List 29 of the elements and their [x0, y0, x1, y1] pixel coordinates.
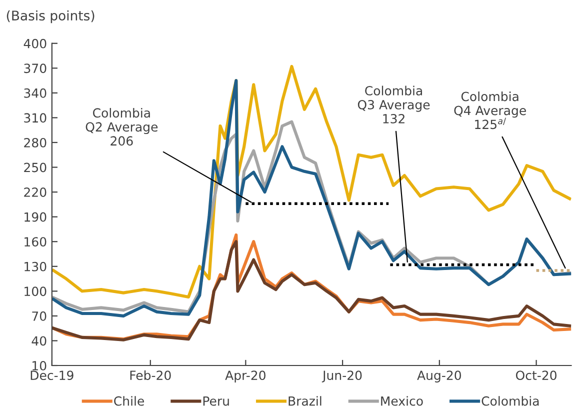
y-tick-label: 160 [24, 237, 46, 247]
y-tick-label: 340 [24, 88, 46, 98]
y-tick-label: 10 [32, 360, 46, 370]
y-tick-label: 250 [24, 162, 46, 172]
annotation: Colombia Q3 Average 132 [358, 86, 430, 124]
x-tick-label: Jun-20 [322, 370, 362, 382]
legend-label: Colombia [482, 396, 539, 406]
y-tick-label: 370 [24, 64, 46, 74]
legend-label: Chile [114, 396, 144, 406]
x-tick-label: Apr-20 [225, 370, 266, 382]
y-tick-label: 40 [32, 336, 46, 346]
annotation: Colombia Q4 Average 125$^{a/}$ [454, 92, 526, 130]
x-tick-label: Feb-20 [130, 370, 171, 380]
x-tick-label: Aug-20 [417, 370, 461, 382]
y-tick-label: 400 [24, 38, 46, 48]
y-tick-label: 310 [24, 113, 46, 123]
y-tick-label: 130 [24, 262, 46, 272]
y-tick-label: 190 [24, 212, 46, 222]
annotation: Colombia Q2 Average 206 [86, 108, 158, 146]
x-tick-label: Oct-20 [516, 370, 556, 380]
legend-label: Peru [203, 396, 229, 406]
legend-label: Brazil [288, 396, 322, 406]
legend-label: Mexico [381, 396, 423, 406]
y-tick-label: 220 [24, 188, 46, 197]
y-tick-label: 280 [24, 138, 46, 148]
y-tick-label: 70 [32, 311, 46, 321]
y-tick-label: 100 [24, 286, 46, 296]
x-tick-label: Dec-19 [30, 370, 74, 380]
y-axis-title: (Basis points) [6, 10, 94, 24]
